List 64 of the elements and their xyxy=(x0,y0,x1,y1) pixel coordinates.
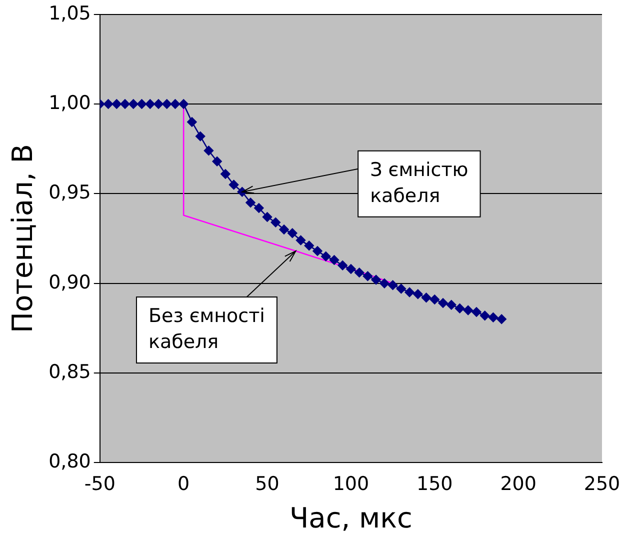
point xyxy=(279,224,289,234)
point xyxy=(454,304,465,314)
point xyxy=(404,287,414,298)
point xyxy=(496,314,506,324)
point xyxy=(162,99,172,109)
y-tick-label: 1,00 xyxy=(48,92,91,114)
point xyxy=(195,131,206,142)
point xyxy=(120,99,130,109)
point xyxy=(246,198,256,208)
point xyxy=(262,212,272,222)
point xyxy=(488,312,498,322)
x-tick-label: 100 xyxy=(332,472,370,495)
point xyxy=(320,252,331,262)
point xyxy=(112,99,122,109)
x-tick-label: 50 xyxy=(255,472,280,495)
point xyxy=(228,180,239,190)
x-axis-title: Час, мкс xyxy=(289,501,412,534)
point xyxy=(212,156,222,166)
point xyxy=(288,228,298,238)
point xyxy=(463,305,473,316)
point xyxy=(446,300,456,310)
point xyxy=(178,99,188,109)
annotation: Без ємності кабеля xyxy=(148,304,265,353)
x-tick-label: 200 xyxy=(500,472,536,495)
point xyxy=(413,289,423,299)
point xyxy=(103,99,114,109)
point xyxy=(312,246,322,256)
y-tick-label: 0,80 xyxy=(48,450,91,473)
x-tick-label: -50 xyxy=(84,472,116,495)
point xyxy=(338,260,348,270)
point xyxy=(388,280,398,290)
point xyxy=(296,235,306,246)
point xyxy=(438,298,448,308)
point xyxy=(154,99,164,109)
point xyxy=(254,203,264,213)
y-tick-label: 0,90 xyxy=(48,271,91,294)
point xyxy=(220,169,230,179)
y-tick-label: 0,95 xyxy=(48,182,91,204)
x-tick-label: 150 xyxy=(416,472,453,495)
point xyxy=(145,99,155,109)
point xyxy=(472,307,482,317)
point xyxy=(329,255,340,265)
point xyxy=(187,117,197,127)
y-axis-title: Потенціал, В xyxy=(6,144,40,333)
point xyxy=(396,284,406,294)
point xyxy=(380,278,390,288)
point xyxy=(128,99,138,109)
point xyxy=(136,99,147,109)
point xyxy=(170,99,180,109)
y-tick-label: 0,85 xyxy=(48,360,91,383)
point xyxy=(270,218,280,228)
x-tick-label: 250 xyxy=(584,472,620,495)
point xyxy=(480,310,490,320)
point xyxy=(362,271,373,281)
point xyxy=(204,146,214,156)
x-tick-label: 0 xyxy=(178,472,190,495)
point xyxy=(430,294,440,304)
point xyxy=(346,264,356,274)
y-tick-label: 1,05 xyxy=(48,2,91,24)
point xyxy=(371,274,381,285)
annotation: З ємністю кабеля xyxy=(370,158,468,207)
point xyxy=(421,292,432,303)
point xyxy=(304,240,314,251)
point xyxy=(354,268,364,278)
